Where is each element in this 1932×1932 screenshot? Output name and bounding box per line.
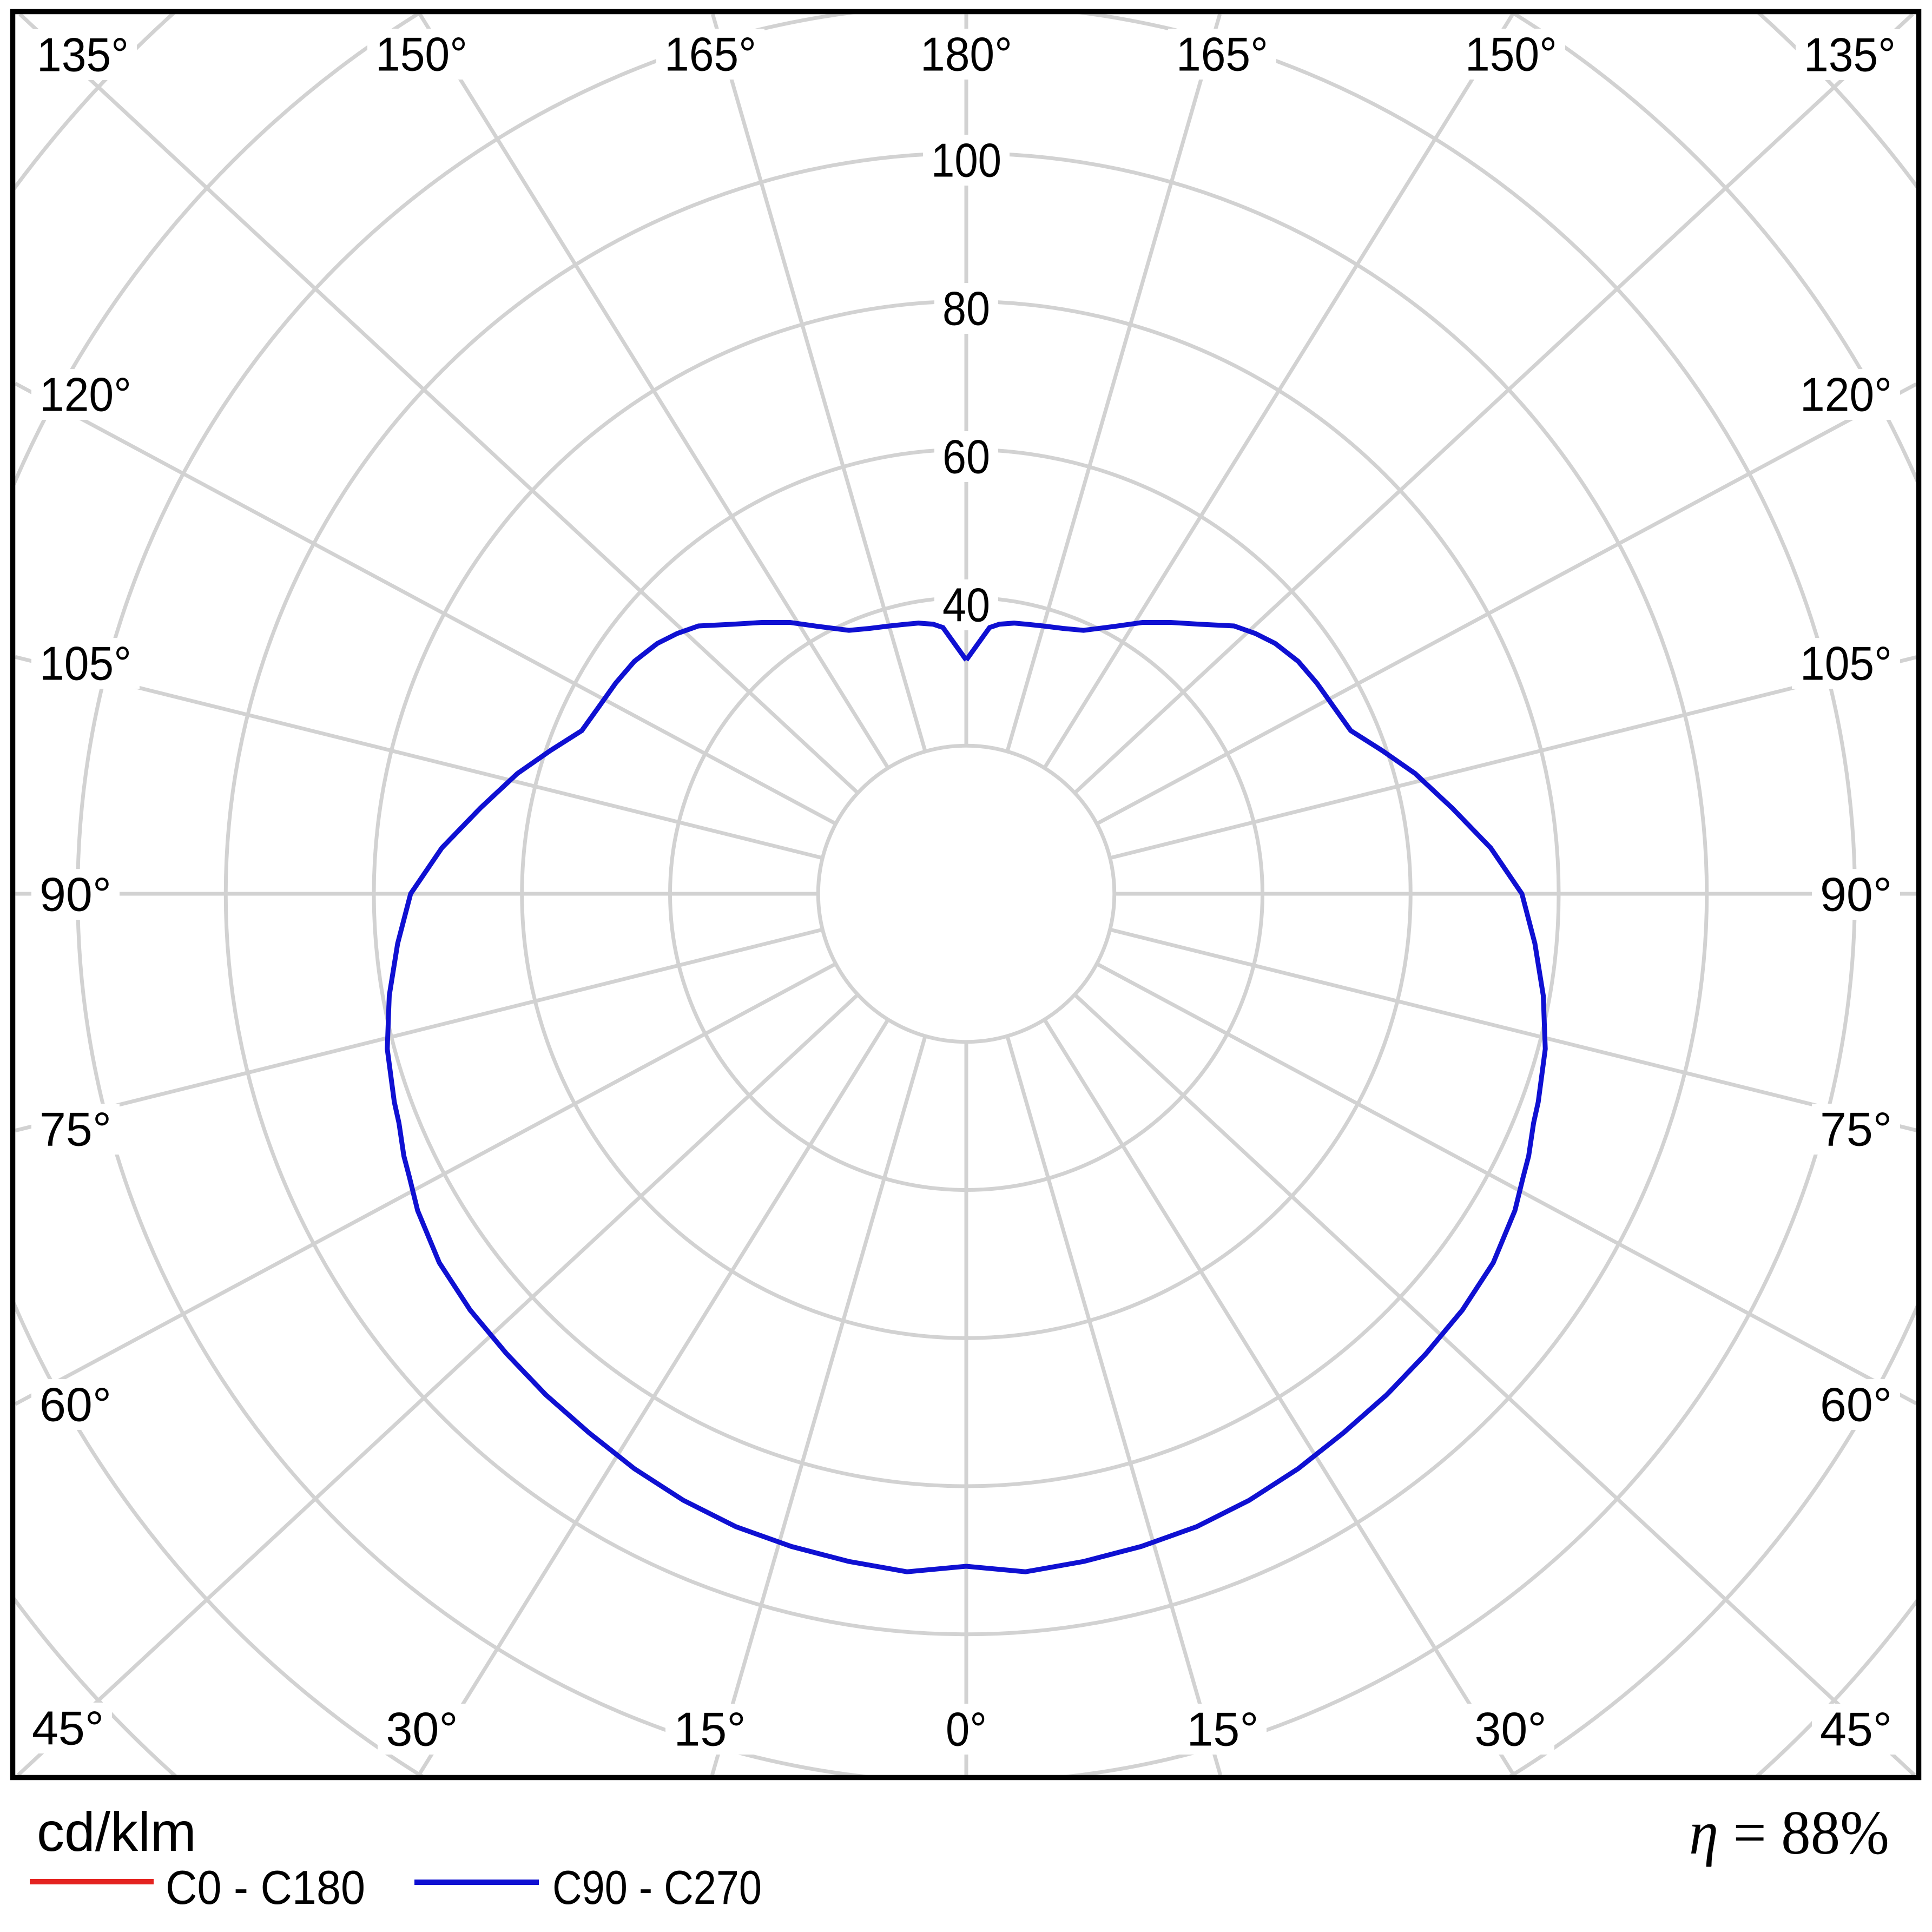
svg-text:150°: 150°	[1465, 28, 1557, 81]
svg-text:80: 80	[942, 282, 990, 335]
svg-text:C90 - C270: C90 - C270	[552, 1861, 762, 1914]
svg-text:C0 - C180: C0 - C180	[166, 1861, 365, 1914]
svg-text:105°: 105°	[39, 637, 131, 690]
svg-text:180°: 180°	[920, 28, 1012, 81]
svg-text:100: 100	[931, 134, 1001, 187]
svg-text:105°: 105°	[1800, 637, 1892, 690]
svg-text:135°: 135°	[37, 28, 129, 82]
svg-text:135°: 135°	[1804, 28, 1896, 82]
svg-text:60: 60	[942, 430, 990, 484]
svg-text:15°: 15°	[674, 1703, 746, 1756]
svg-text:90°: 90°	[1820, 868, 1892, 921]
svg-text:60°: 60°	[1820, 1378, 1892, 1432]
svg-text:η = 88%: η = 88%	[1689, 1798, 1889, 1867]
svg-text:150°: 150°	[375, 28, 467, 81]
svg-text:30°: 30°	[1475, 1703, 1547, 1756]
svg-text:40: 40	[942, 578, 990, 632]
svg-text:75°: 75°	[1820, 1103, 1892, 1156]
svg-text:60°: 60°	[39, 1378, 111, 1432]
svg-text:75°: 75°	[39, 1103, 111, 1156]
svg-text:30°: 30°	[386, 1703, 458, 1756]
svg-text:165°: 165°	[1176, 28, 1268, 81]
svg-text:45°: 45°	[32, 1702, 104, 1755]
svg-text:15°: 15°	[1187, 1703, 1259, 1756]
svg-text:120°: 120°	[1800, 368, 1892, 421]
svg-text:0°: 0°	[946, 1703, 987, 1756]
svg-text:cd/klm: cd/klm	[37, 1801, 196, 1863]
svg-text:90°: 90°	[39, 868, 111, 921]
svg-text:165°: 165°	[664, 28, 756, 81]
svg-text:120°: 120°	[39, 368, 131, 421]
svg-text:45°: 45°	[1820, 1703, 1892, 1756]
